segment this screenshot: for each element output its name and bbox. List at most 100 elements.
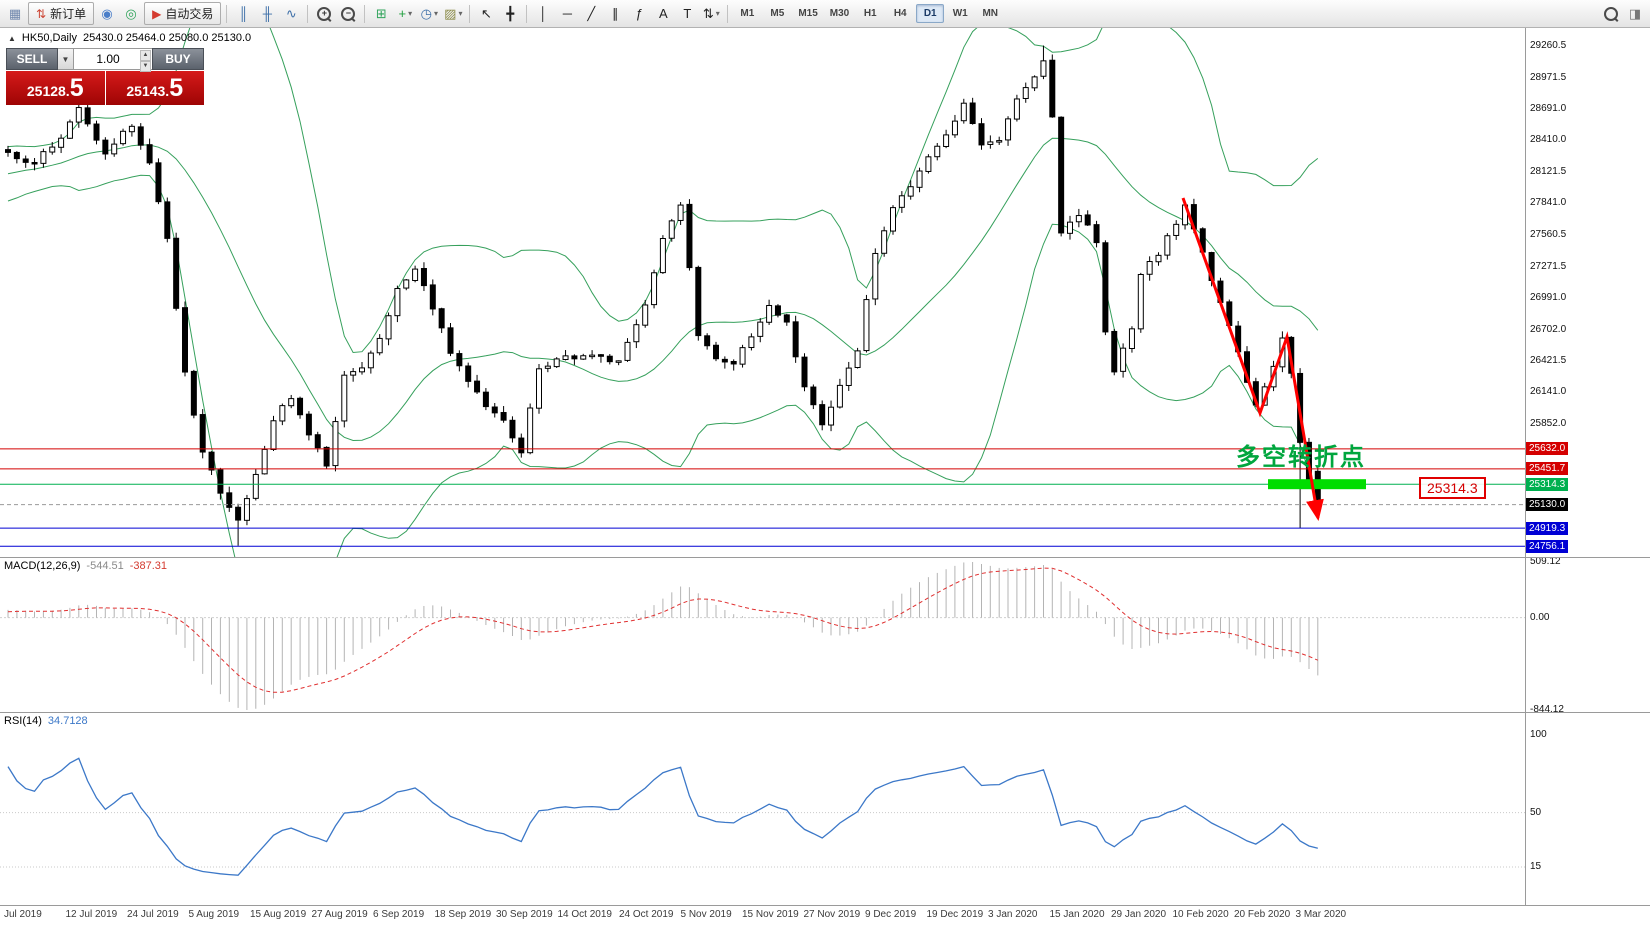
one-click-settings-dropdown[interactable]: ▼: [58, 48, 74, 70]
indicators-icon[interactable]: + ▾: [398, 6, 413, 21]
chart-window-icon[interactable]: ▦: [8, 5, 22, 21]
search-icon: [1604, 6, 1618, 21]
timeframe-w1-button[interactable]: W1: [952, 8, 968, 19]
sell-price-main: 25128.: [26, 83, 70, 99]
autotrading-button-label: 自动交易: [165, 7, 214, 21]
candlestick-chart-icon[interactable]: ╫: [262, 6, 272, 21]
search-icon[interactable]: [1600, 4, 1622, 24]
arrows-icon[interactable]: ⇅ ▾: [702, 5, 720, 21]
buy-price-button[interactable]: 25143. 5: [105, 71, 204, 105]
rsi-pane-label: RSI(14) 34.7128: [4, 715, 88, 727]
date-tick-label: 15 Jan 2020: [1049, 909, 1105, 920]
trend-arrow: [1181, 197, 1324, 521]
price-tag: 24919.3: [1526, 521, 1569, 535]
text-label-icon[interactable]: T: [683, 6, 692, 21]
chevron-down-icon: ▾: [458, 9, 463, 18]
profile-icon[interactable]: ◉: [101, 5, 113, 21]
macd-name: MACD(12,26,9): [4, 560, 81, 572]
buy-button[interactable]: BUY: [152, 48, 204, 70]
buy-price-main: 25143.: [126, 83, 170, 99]
broadcast-icon[interactable]: ◎: [125, 5, 137, 21]
axis-tick-label: 28971.5: [1530, 71, 1567, 83]
price-tag: 25314.3: [1526, 477, 1569, 491]
toolbar-separator: [307, 4, 309, 23]
axis-tick-label: 26991.0: [1530, 291, 1567, 303]
axis-tick-label: 28691.0: [1530, 103, 1567, 114]
chart-symbol-period: HK50,Daily: [21, 32, 77, 44]
new-order-button[interactable]: ⇅ 新订单: [28, 2, 95, 25]
trendline-icon[interactable]: ╱: [587, 5, 596, 21]
axis-tick-label: 50: [1530, 806, 1542, 818]
date-tick-label: 20 Feb 2020: [1234, 909, 1291, 920]
toolbar-separator: [526, 4, 528, 23]
axis-tick-label: 27841.0: [1530, 197, 1567, 209]
price-axis[interactable]: 29260.5 28971.5 28691.0 28410.0 28121.5 27841…: [1525, 28, 1650, 905]
macd-indicator: [0, 562, 1525, 710]
timeframe-h1-button[interactable]: H1: [863, 8, 877, 19]
templates-icon[interactable]: ▨ ▾: [444, 5, 463, 21]
axis-tick-label: -844.12: [1530, 704, 1564, 715]
lot-decrease-icon[interactable]: ▼: [140, 61, 151, 72]
price-flag-label: 25314.3: [1419, 477, 1486, 499]
new-order-icon: ⇅: [36, 6, 47, 21]
lot-size-input[interactable]: [74, 49, 152, 69]
timeframe-mn-button[interactable]: MN: [982, 8, 999, 19]
main-toolbar: ▦ ⇅ 新订单 ◉ ◎ ▶ 自动交易 ║ ╫ ∿ + − ⊞ + ▾ ◷ ▾ ▨ ▾ ↖ ╋ │ ─ ╱ ∥ ƒ A T ⇅ ▾ M1 M5 M…: [0, 0, 1650, 28]
date-tick-label: 19 Dec 2019: [926, 909, 984, 920]
lot-increase-icon[interactable]: ▲: [140, 50, 151, 61]
date-tick-label: 24 Jul 2019: [127, 909, 179, 920]
vertical-line-icon[interactable]: │: [539, 6, 548, 21]
one-click-trading-panel: SELL ▼ ▲▼ BUY 25128.5 25143.5: [6, 48, 204, 105]
crosshair-icon[interactable]: ╋: [506, 5, 515, 21]
new-order-button-label: 新订单: [50, 7, 87, 21]
chart-ohlc-values: 25430.0 25464.0 25080.0 25130.0: [82, 32, 252, 44]
chart-title: ▲ HK50,Daily 25430.0 25464.0 25080.0 251…: [8, 32, 251, 44]
chevron-down-icon: ▾: [408, 9, 413, 18]
lot-size-stepper[interactable]: ▲ ▼: [140, 50, 151, 72]
channel-icon[interactable]: ∥: [612, 5, 619, 21]
axis-tick-label: 15: [1530, 861, 1542, 872]
timeframe-m5-button[interactable]: M5: [770, 8, 785, 19]
text-icon[interactable]: A: [658, 6, 668, 21]
axis-tick-label: 25852.0: [1530, 418, 1567, 430]
cursor-icon[interactable]: ↖: [480, 5, 492, 21]
horizontal-line-icon[interactable]: ─: [562, 6, 572, 21]
date-tick-label: 12 Jul 2019: [65, 909, 118, 920]
lot-size-wrapper: ▲▼: [74, 48, 152, 72]
date-tick-label: 9 Dec 2019: [865, 909, 917, 920]
toolbar-separator: [364, 4, 366, 23]
zoom-out-icon[interactable]: −: [337, 4, 359, 24]
date-tick-label: 5 Aug 2019: [188, 909, 240, 920]
timeframe-m1-button[interactable]: M1: [740, 8, 755, 19]
pane-separator[interactable]: [0, 557, 1650, 558]
axis-tick-label: 100: [1530, 729, 1547, 740]
date-axis[interactable]: Jul 2019 12 Jul 2019 24 Jul 2019 5 Aug 2019…: [0, 905, 1650, 924]
chart-corner-icon: ▲: [8, 33, 16, 43]
autotrading-button[interactable]: ▶ 自动交易: [144, 2, 222, 25]
date-tick-label: Jul 2019: [4, 909, 42, 920]
axis-tick-label: 26141.0: [1530, 386, 1567, 398]
zoom-out-icon: −: [341, 6, 356, 21]
price-tag: 25451.7: [1526, 462, 1569, 476]
sell-price-button[interactable]: 25128. 5: [6, 71, 105, 105]
rsi-name: RSI(14): [4, 715, 42, 727]
fibonacci-icon[interactable]: ƒ: [635, 6, 643, 21]
timeframe-d1-button[interactable]: D1: [916, 4, 945, 23]
bar-chart-icon[interactable]: ║: [238, 6, 248, 21]
chart-canvas[interactable]: [0, 28, 1525, 905]
rsi-indicator: [0, 757, 1525, 876]
chevron-down-icon: ▾: [433, 9, 438, 18]
timeframe-h4-button[interactable]: H4: [893, 8, 907, 19]
sell-button[interactable]: SELL: [6, 48, 58, 70]
tile-windows-icon[interactable]: ⊞: [375, 5, 387, 21]
date-tick-label: 10 Feb 2020: [1172, 909, 1229, 920]
pane-separator[interactable]: [0, 712, 1650, 713]
timeframe-m30-button[interactable]: M30: [829, 8, 850, 19]
workspace-icon[interactable]: ◨: [1628, 5, 1642, 21]
line-chart-icon[interactable]: ∿: [285, 5, 297, 21]
rsi-value: 34.7128: [47, 715, 88, 727]
periods-icon[interactable]: ◷ ▾: [420, 5, 438, 21]
timeframe-m15-button[interactable]: M15: [798, 8, 818, 19]
zoom-in-icon[interactable]: +: [313, 4, 335, 24]
price-tag: 24756.1: [1526, 539, 1569, 553]
